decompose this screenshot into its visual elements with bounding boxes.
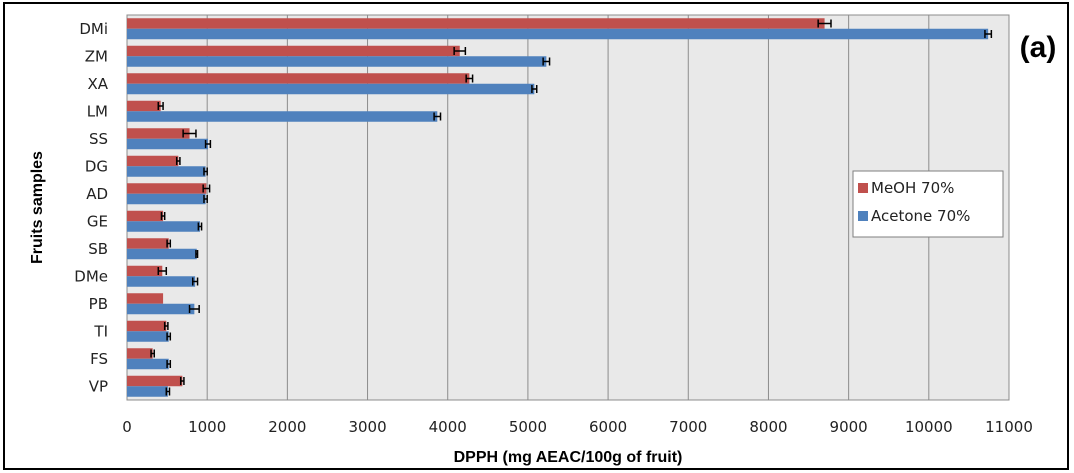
bar-meoh — [127, 265, 163, 277]
x-axis-title: DPPH (mg AEAC/100g of fruit) — [454, 449, 683, 466]
bar-acetone — [127, 56, 547, 67]
y-category-label: LM — [87, 102, 108, 120]
bar-acetone — [127, 166, 206, 177]
x-tick-label: 3000 — [348, 418, 386, 436]
y-category-label: DG — [85, 157, 108, 175]
x-tick-label: 8000 — [749, 418, 787, 436]
bar-meoh — [127, 18, 825, 29]
y-category-label: FS — [90, 350, 108, 368]
y-category-label: PB — [89, 295, 108, 313]
y-category-label: VP — [89, 377, 108, 395]
bar-meoh — [127, 183, 207, 194]
y-category-label: SB — [88, 240, 108, 258]
x-tick-labels: 0 1000 2000 3000 4000 5000 6000 7000 8000 9000 100… — [122, 418, 1033, 436]
y-category-label: DMi — [79, 20, 108, 38]
x-tick-label: 1000 — [188, 418, 226, 436]
y-category-label: ZM — [85, 47, 108, 65]
x-tick-label: 4000 — [429, 418, 467, 436]
bar-meoh — [127, 45, 460, 57]
x-tick-label: 6000 — [589, 418, 627, 436]
bar-acetone — [127, 193, 206, 205]
x-tick-label: 9000 — [830, 418, 868, 436]
bar-meoh — [127, 100, 161, 112]
panel-label: (a) — [1020, 31, 1057, 64]
bar-acetone — [127, 28, 989, 40]
bar-meoh — [127, 128, 190, 139]
bar-acetone — [127, 138, 208, 150]
y-category-labels: DMi ZM XA LM SS DG AD GE SB DMe PB TI FS VP — [74, 20, 108, 396]
x-tick-label: 0 — [122, 418, 132, 436]
bars-group — [127, 18, 989, 397]
y-category-label: SS — [89, 130, 108, 148]
legend: MeOH 70% Acetone 70% — [852, 170, 1004, 238]
x-tick-label: 10000 — [905, 418, 953, 436]
bar-acetone — [127, 358, 169, 370]
legend-label-meoh: MeOH 70% — [871, 179, 954, 197]
x-tick-label: 2000 — [268, 418, 306, 436]
y-category-label: TI — [93, 322, 108, 340]
y-axis-title: Fruits samples — [29, 151, 46, 264]
bar-meoh — [127, 238, 169, 249]
bar-meoh — [127, 320, 167, 332]
bar-acetone — [127, 276, 196, 287]
bar-meoh — [127, 73, 470, 84]
x-tick-label: 5000 — [509, 418, 547, 436]
bar-meoh — [127, 210, 164, 222]
bar-acetone — [127, 248, 197, 260]
error-bars-group — [150, 19, 993, 396]
bar-acetone — [127, 221, 200, 232]
y-category-label: GE — [87, 212, 108, 230]
legend-box — [852, 170, 1004, 238]
x-tick-label: 7000 — [669, 418, 707, 436]
bar-meoh — [127, 293, 164, 304]
y-category-label: XA — [87, 75, 108, 93]
x-tick-label: 11000 — [985, 418, 1033, 436]
bar-meoh — [127, 375, 183, 387]
y-category-label: AD — [86, 185, 108, 203]
bar-acetone — [127, 386, 168, 397]
bar-meoh — [127, 348, 153, 359]
bar-meoh — [127, 155, 179, 167]
y-category-label: DMe — [74, 267, 108, 285]
legend-label-acetone: Acetone 70% — [871, 207, 970, 225]
legend-swatch-acetone — [858, 211, 868, 221]
bar-acetone — [127, 331, 169, 342]
bar-acetone — [127, 83, 535, 95]
legend-swatch-meoh — [858, 183, 868, 193]
bar-acetone — [127, 303, 195, 315]
bar-acetone — [127, 111, 438, 122]
